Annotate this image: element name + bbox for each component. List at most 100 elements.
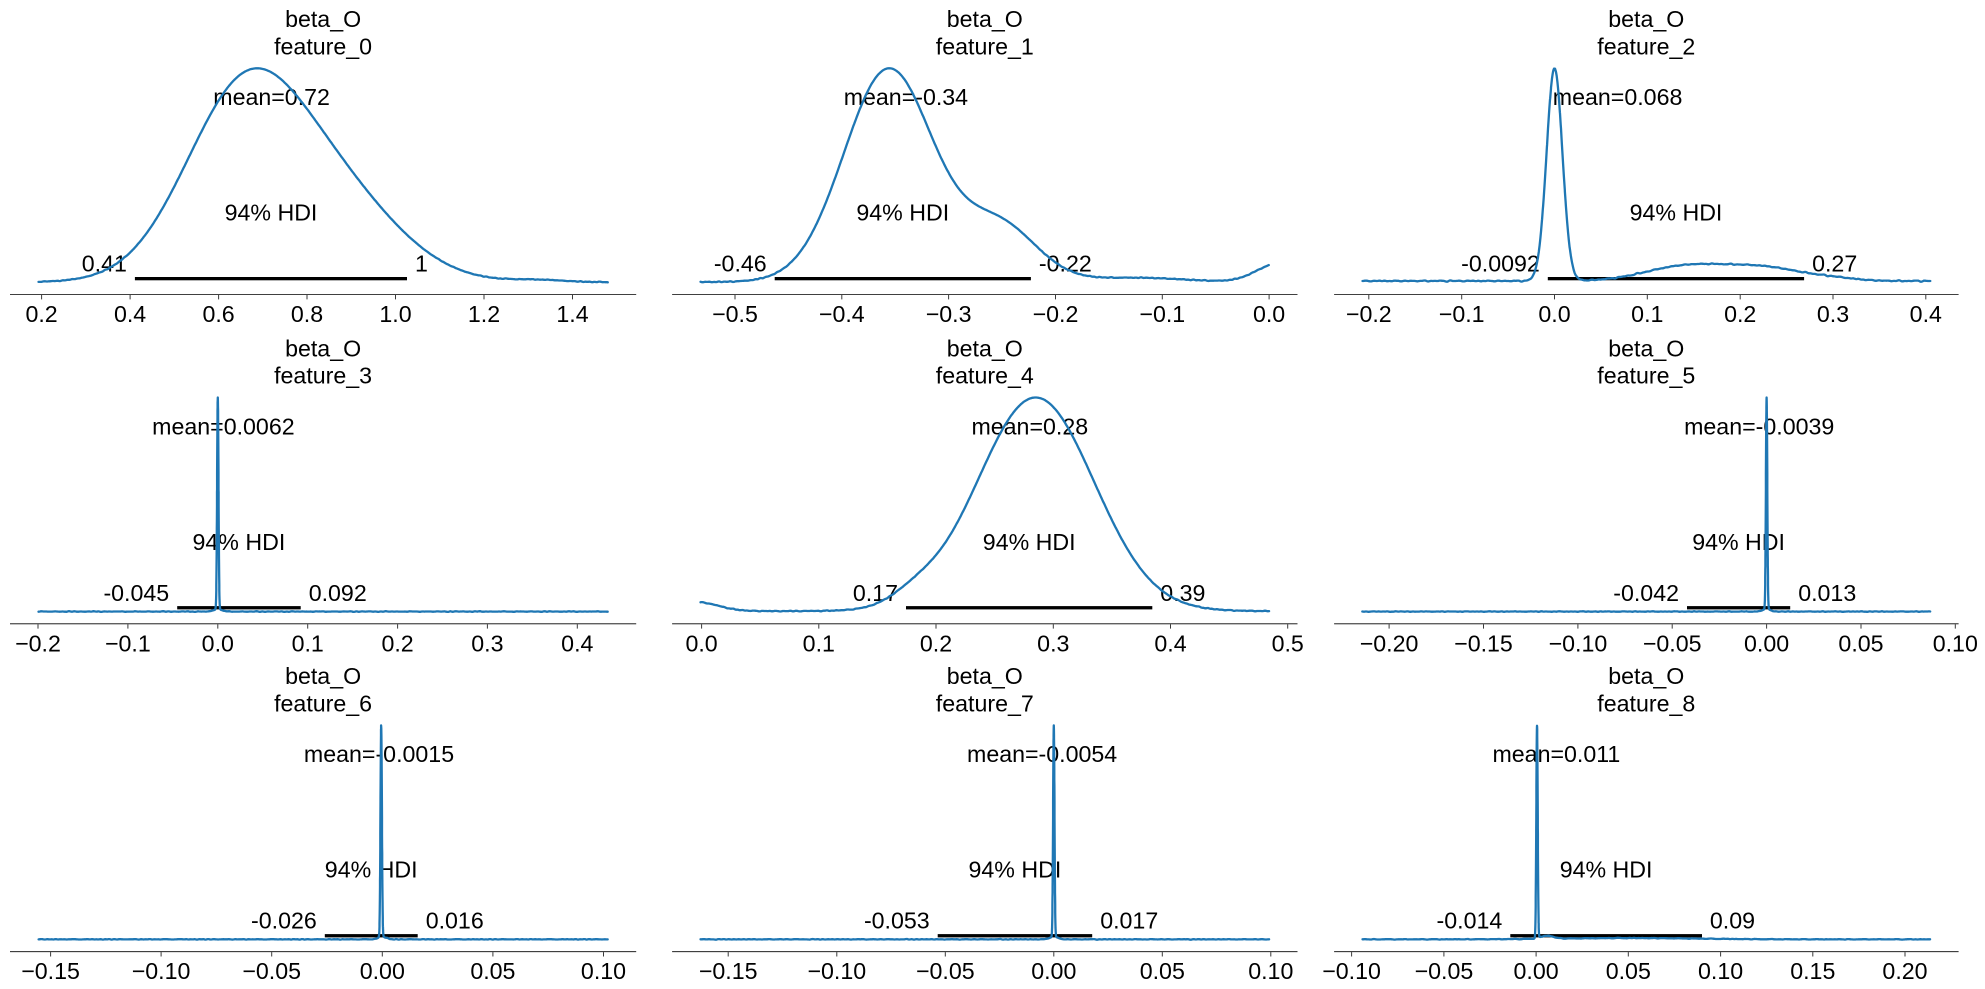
svg-text:0.00: 0.00: [1744, 630, 1789, 656]
svg-text:beta_O: beta_O: [285, 335, 361, 361]
svg-text:0.0: 0.0: [1253, 301, 1285, 327]
svg-text:−0.05: −0.05: [1643, 630, 1702, 656]
svg-text:mean=-0.0054: mean=-0.0054: [967, 741, 1117, 767]
svg-text:0.1: 0.1: [1631, 301, 1663, 327]
svg-text:94% HDI: 94% HDI: [1630, 200, 1723, 226]
svg-text:mean=-0.34: mean=-0.34: [844, 84, 968, 110]
svg-text:0.013: 0.013: [1798, 580, 1856, 606]
svg-text:0.05: 0.05: [1606, 958, 1651, 984]
svg-text:feature_2: feature_2: [1597, 33, 1695, 59]
svg-text:0.15: 0.15: [1790, 958, 1835, 984]
svg-text:0.016: 0.016: [426, 908, 484, 934]
svg-text:94% HDI: 94% HDI: [856, 200, 949, 226]
svg-text:−0.10: −0.10: [1322, 958, 1381, 984]
svg-text:0.10: 0.10: [1698, 958, 1743, 984]
svg-text:0.17: 0.17: [853, 580, 898, 606]
svg-text:0.3: 0.3: [471, 630, 503, 656]
svg-text:feature_1: feature_1: [936, 33, 1034, 59]
svg-text:feature_5: feature_5: [1597, 363, 1695, 389]
svg-text:−0.1: −0.1: [1139, 301, 1185, 327]
svg-text:−0.3: −0.3: [926, 301, 972, 327]
svg-text:0.4: 0.4: [561, 630, 593, 656]
svg-text:0.0: 0.0: [1538, 301, 1570, 327]
svg-text:0.20: 0.20: [1882, 958, 1927, 984]
svg-text:-0.053: -0.053: [864, 908, 930, 934]
svg-text:0.4: 0.4: [114, 301, 146, 327]
svg-text:0.00: 0.00: [1031, 958, 1076, 984]
svg-text:beta_O: beta_O: [1608, 335, 1684, 361]
svg-text:1.2: 1.2: [468, 301, 500, 327]
svg-text:0.00: 0.00: [1514, 958, 1559, 984]
svg-text:0.2: 0.2: [381, 630, 413, 656]
svg-text:feature_7: feature_7: [936, 690, 1034, 716]
svg-text:beta_O: beta_O: [947, 663, 1023, 689]
svg-text:0.0: 0.0: [202, 630, 234, 656]
svg-text:−0.5: −0.5: [712, 301, 758, 327]
svg-text:94% HDI: 94% HDI: [193, 529, 286, 555]
svg-text:-0.46: -0.46: [714, 251, 767, 277]
svg-text:0.10: 0.10: [1933, 630, 1978, 656]
svg-text:−0.1: −0.1: [105, 630, 151, 656]
svg-text:0.0: 0.0: [685, 630, 717, 656]
svg-text:0.2: 0.2: [920, 630, 952, 656]
svg-text:−0.20: −0.20: [1360, 630, 1419, 656]
svg-text:0.1: 0.1: [292, 630, 324, 656]
svg-text:94% HDI: 94% HDI: [969, 857, 1062, 883]
svg-text:−0.05: −0.05: [242, 958, 301, 984]
svg-text:mean=0.011: mean=0.011: [1492, 741, 1620, 767]
svg-text:−0.10: −0.10: [1549, 630, 1608, 656]
svg-text:94% HDI: 94% HDI: [1560, 857, 1653, 883]
svg-text:0.1: 0.1: [803, 630, 835, 656]
svg-text:beta_O: beta_O: [947, 6, 1023, 32]
svg-text:−0.15: −0.15: [21, 958, 80, 984]
svg-text:feature_0: feature_0: [274, 33, 372, 59]
svg-text:−0.1: −0.1: [1439, 301, 1485, 327]
svg-text:beta_O: beta_O: [1608, 663, 1684, 689]
svg-text:beta_O: beta_O: [285, 663, 361, 689]
svg-text:0.10: 0.10: [581, 958, 626, 984]
svg-text:-0.026: -0.026: [251, 908, 317, 934]
svg-text:−0.10: −0.10: [807, 958, 866, 984]
svg-text:0.4: 0.4: [1910, 301, 1942, 327]
svg-text:−0.15: −0.15: [1454, 630, 1513, 656]
svg-text:0.10: 0.10: [1248, 958, 1293, 984]
svg-text:−0.10: −0.10: [132, 958, 191, 984]
svg-text:feature_8: feature_8: [1597, 690, 1695, 716]
svg-text:0.092: 0.092: [309, 580, 367, 606]
svg-text:1.4: 1.4: [556, 301, 588, 327]
svg-text:feature_3: feature_3: [274, 363, 372, 389]
svg-text:−0.4: −0.4: [819, 301, 865, 327]
svg-text:0.3: 0.3: [1037, 630, 1069, 656]
svg-text:beta_O: beta_O: [947, 335, 1023, 361]
svg-text:-0.0092: -0.0092: [1461, 251, 1540, 277]
svg-text:0.27: 0.27: [1812, 251, 1857, 277]
svg-text:mean=0.0062: mean=0.0062: [152, 413, 294, 439]
svg-text:0.8: 0.8: [291, 301, 323, 327]
svg-text:94% HDI: 94% HDI: [1692, 529, 1785, 555]
svg-text:94% HDI: 94% HDI: [983, 529, 1076, 555]
svg-text:0.3: 0.3: [1817, 301, 1849, 327]
svg-text:mean=-0.0039: mean=-0.0039: [1684, 413, 1834, 439]
svg-text:1: 1: [415, 251, 428, 277]
svg-text:94% HDI: 94% HDI: [325, 857, 418, 883]
svg-text:0.2: 0.2: [25, 301, 57, 327]
svg-text:-0.014: -0.014: [1437, 908, 1503, 934]
svg-text:−0.2: −0.2: [15, 630, 61, 656]
svg-text:0.2: 0.2: [1724, 301, 1756, 327]
svg-text:beta_O: beta_O: [1608, 6, 1684, 32]
svg-text:feature_4: feature_4: [936, 363, 1034, 389]
svg-text:−0.2: −0.2: [1033, 301, 1079, 327]
svg-text:−0.15: −0.15: [699, 958, 758, 984]
svg-text:0.6: 0.6: [202, 301, 234, 327]
svg-text:0.5: 0.5: [1272, 630, 1304, 656]
svg-text:−0.05: −0.05: [1415, 958, 1474, 984]
svg-text:94% HDI: 94% HDI: [225, 200, 318, 226]
svg-text:mean=0.068: mean=0.068: [1553, 84, 1683, 110]
svg-text:0.017: 0.017: [1100, 908, 1158, 934]
svg-text:mean=-0.0015: mean=-0.0015: [304, 741, 454, 767]
svg-text:-0.045: -0.045: [103, 580, 169, 606]
svg-text:0.41: 0.41: [82, 251, 127, 277]
svg-text:0.05: 0.05: [1140, 958, 1185, 984]
svg-text:mean=0.72: mean=0.72: [213, 84, 330, 110]
svg-text:−0.2: −0.2: [1346, 301, 1392, 327]
